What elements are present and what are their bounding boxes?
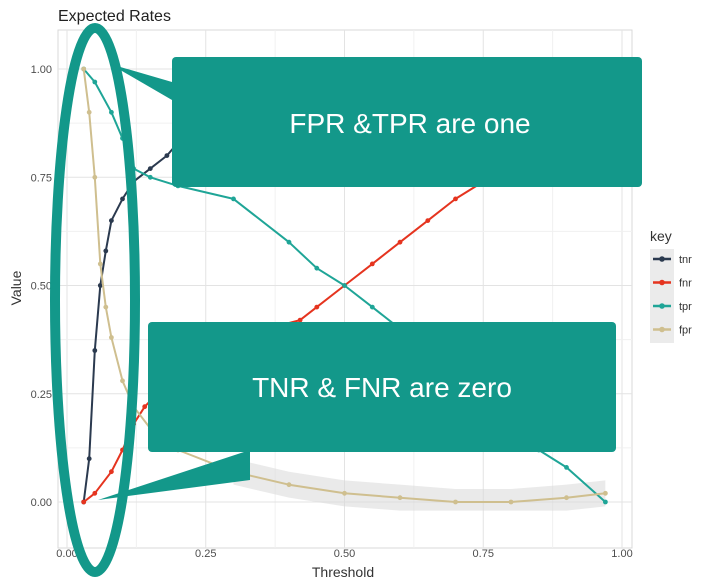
legend-key-dot bbox=[659, 279, 665, 286]
data-point-tpr bbox=[369, 304, 375, 310]
data-point-tpr bbox=[92, 79, 98, 85]
confidence-band-layer bbox=[233, 458, 606, 511]
callout-bottom-box bbox=[148, 322, 616, 452]
x-tick-label: 0.50 bbox=[334, 548, 355, 560]
data-point-fnr bbox=[142, 404, 148, 410]
legend-title: key bbox=[650, 228, 672, 244]
data-point-tpr bbox=[109, 109, 114, 115]
y-axis-title: Value bbox=[8, 270, 24, 305]
data-point-fpr bbox=[97, 261, 103, 267]
y-tick-label: 0.75 bbox=[31, 172, 52, 184]
data-point-tnr bbox=[120, 196, 125, 202]
data-point-fnr bbox=[92, 490, 98, 496]
data-point-fnr bbox=[81, 499, 87, 505]
y-tick-label: 0.25 bbox=[31, 389, 52, 401]
legend-label: fnr bbox=[679, 278, 692, 290]
chart-title: Expected Rates bbox=[58, 8, 171, 25]
data-point-tpr bbox=[603, 499, 608, 505]
data-point-tnr bbox=[86, 456, 92, 462]
data-point-fpr bbox=[103, 304, 109, 310]
data-point-fpr bbox=[342, 490, 347, 496]
highlight-ellipse bbox=[50, 23, 140, 577]
data-point-tnr bbox=[147, 166, 153, 172]
data-point-fpr bbox=[120, 378, 125, 384]
y-tick-label: 0.50 bbox=[31, 281, 52, 293]
legend-key-dot bbox=[659, 326, 665, 333]
legend-label: tpr bbox=[679, 301, 692, 313]
x-tick-label: 0.25 bbox=[195, 548, 216, 560]
y-tick-label: 0.00 bbox=[31, 497, 52, 509]
data-point-fnr bbox=[425, 218, 431, 224]
data-point-tpr bbox=[314, 265, 320, 271]
data-point-fnr bbox=[297, 317, 303, 323]
callout-top-box bbox=[172, 57, 642, 187]
legend-label: tnr bbox=[679, 254, 692, 266]
data-point-fpr bbox=[86, 109, 92, 115]
x-axis-title: Threshold bbox=[312, 564, 374, 580]
data-point-fpr bbox=[564, 495, 569, 501]
data-point-tpr bbox=[147, 174, 153, 180]
callout-bottom-text: TNR & FNR are zero bbox=[252, 372, 512, 403]
x-tick-label: 1.00 bbox=[611, 548, 632, 560]
x-tick-label: 0.75 bbox=[473, 548, 494, 560]
x-tick-label: 0.00 bbox=[56, 548, 77, 560]
data-point-tnr bbox=[109, 218, 114, 224]
data-point-fpr bbox=[92, 174, 98, 180]
tick-layer: 0.00 0.25 0.50 0.75 1.00 0.00 0.25 0.50 0.75 1.00 bbox=[31, 64, 633, 560]
data-point-fpr bbox=[81, 66, 87, 72]
data-point-tnr bbox=[164, 153, 170, 159]
data-point-tpr bbox=[286, 239, 292, 245]
legend: key tnr fnr tpr fpr bbox=[650, 228, 692, 343]
legend-items: tnr fnr tpr fpr bbox=[650, 249, 692, 343]
data-point-fnr bbox=[453, 196, 458, 202]
y-tick-label: 1.00 bbox=[31, 64, 52, 76]
data-point-fnr bbox=[314, 304, 320, 310]
data-point-fpr bbox=[453, 499, 458, 505]
annotation-callouts: FPR &TPR are one TNR & FNR are zero bbox=[50, 23, 642, 577]
legend-key-dot bbox=[659, 303, 665, 309]
callout-top-pointer bbox=[110, 64, 172, 100]
data-point-fnr bbox=[397, 239, 403, 245]
fpr-band bbox=[233, 458, 606, 511]
data-point-fpr bbox=[286, 482, 292, 488]
series-line-tnr bbox=[82, 128, 207, 503]
data-point-fpr bbox=[603, 490, 608, 496]
data-point-tpr bbox=[231, 196, 236, 202]
data-point-tpr bbox=[564, 465, 569, 470]
data-point-tnr bbox=[92, 348, 98, 353]
legend-label: fpr bbox=[679, 325, 692, 337]
callout-bottom-pointer bbox=[98, 450, 250, 500]
legend-key-dot bbox=[659, 256, 665, 262]
callout-top-text: FPR &TPR are one bbox=[289, 108, 530, 139]
data-point-tnr bbox=[97, 283, 103, 288]
data-point-fpr bbox=[397, 495, 403, 501]
data-point-fpr bbox=[508, 499, 514, 505]
data-point-fpr bbox=[109, 335, 114, 340]
data-point-fnr bbox=[109, 469, 114, 475]
data-point-fnr bbox=[369, 261, 375, 267]
data-point-tpr bbox=[342, 283, 347, 288]
data-point-tnr bbox=[103, 248, 109, 254]
